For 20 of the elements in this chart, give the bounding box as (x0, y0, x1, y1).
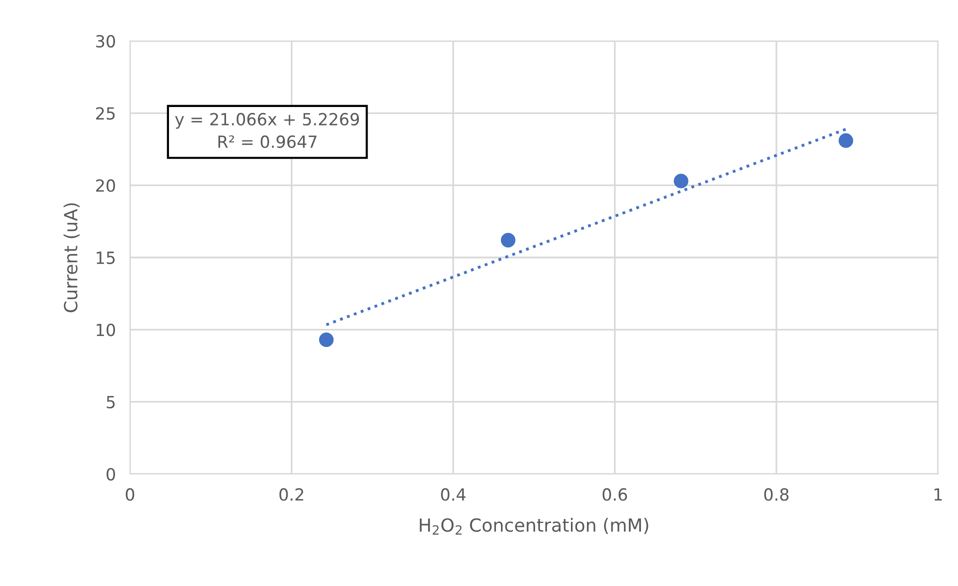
y-tick-label: 20 (96, 179, 116, 192)
point (500, 232, 516, 248)
y-tick-label: 30 (96, 34, 116, 48)
y-tick-label: 5 (106, 396, 115, 408)
x-tick-label: 0.6 (602, 488, 628, 501)
y-axis-title: Current (uA) (64, 203, 80, 312)
x-tick-label: 0.8 (764, 488, 789, 501)
y-tick-label: 15 (96, 252, 115, 264)
point (838, 133, 854, 148)
x-tick-label: 1 (934, 488, 942, 501)
x-tick-label: 0.2 (279, 488, 304, 501)
y-tick-label: 10 (96, 324, 116, 336)
x-axis-title: H$_{2}$O$_{2}$ Concentration (mM) (420, 518, 648, 535)
x-tick-label: 0 (126, 488, 134, 501)
y-tick-label: 25 (96, 107, 115, 120)
x-tick-label: 0.4 (441, 488, 466, 501)
point (319, 332, 334, 348)
point (674, 174, 688, 188)
y-tick-label: 0 (106, 468, 116, 481)
annotation: y = 21.066x + 5.2269 R² = 0.9647 (175, 112, 359, 148)
